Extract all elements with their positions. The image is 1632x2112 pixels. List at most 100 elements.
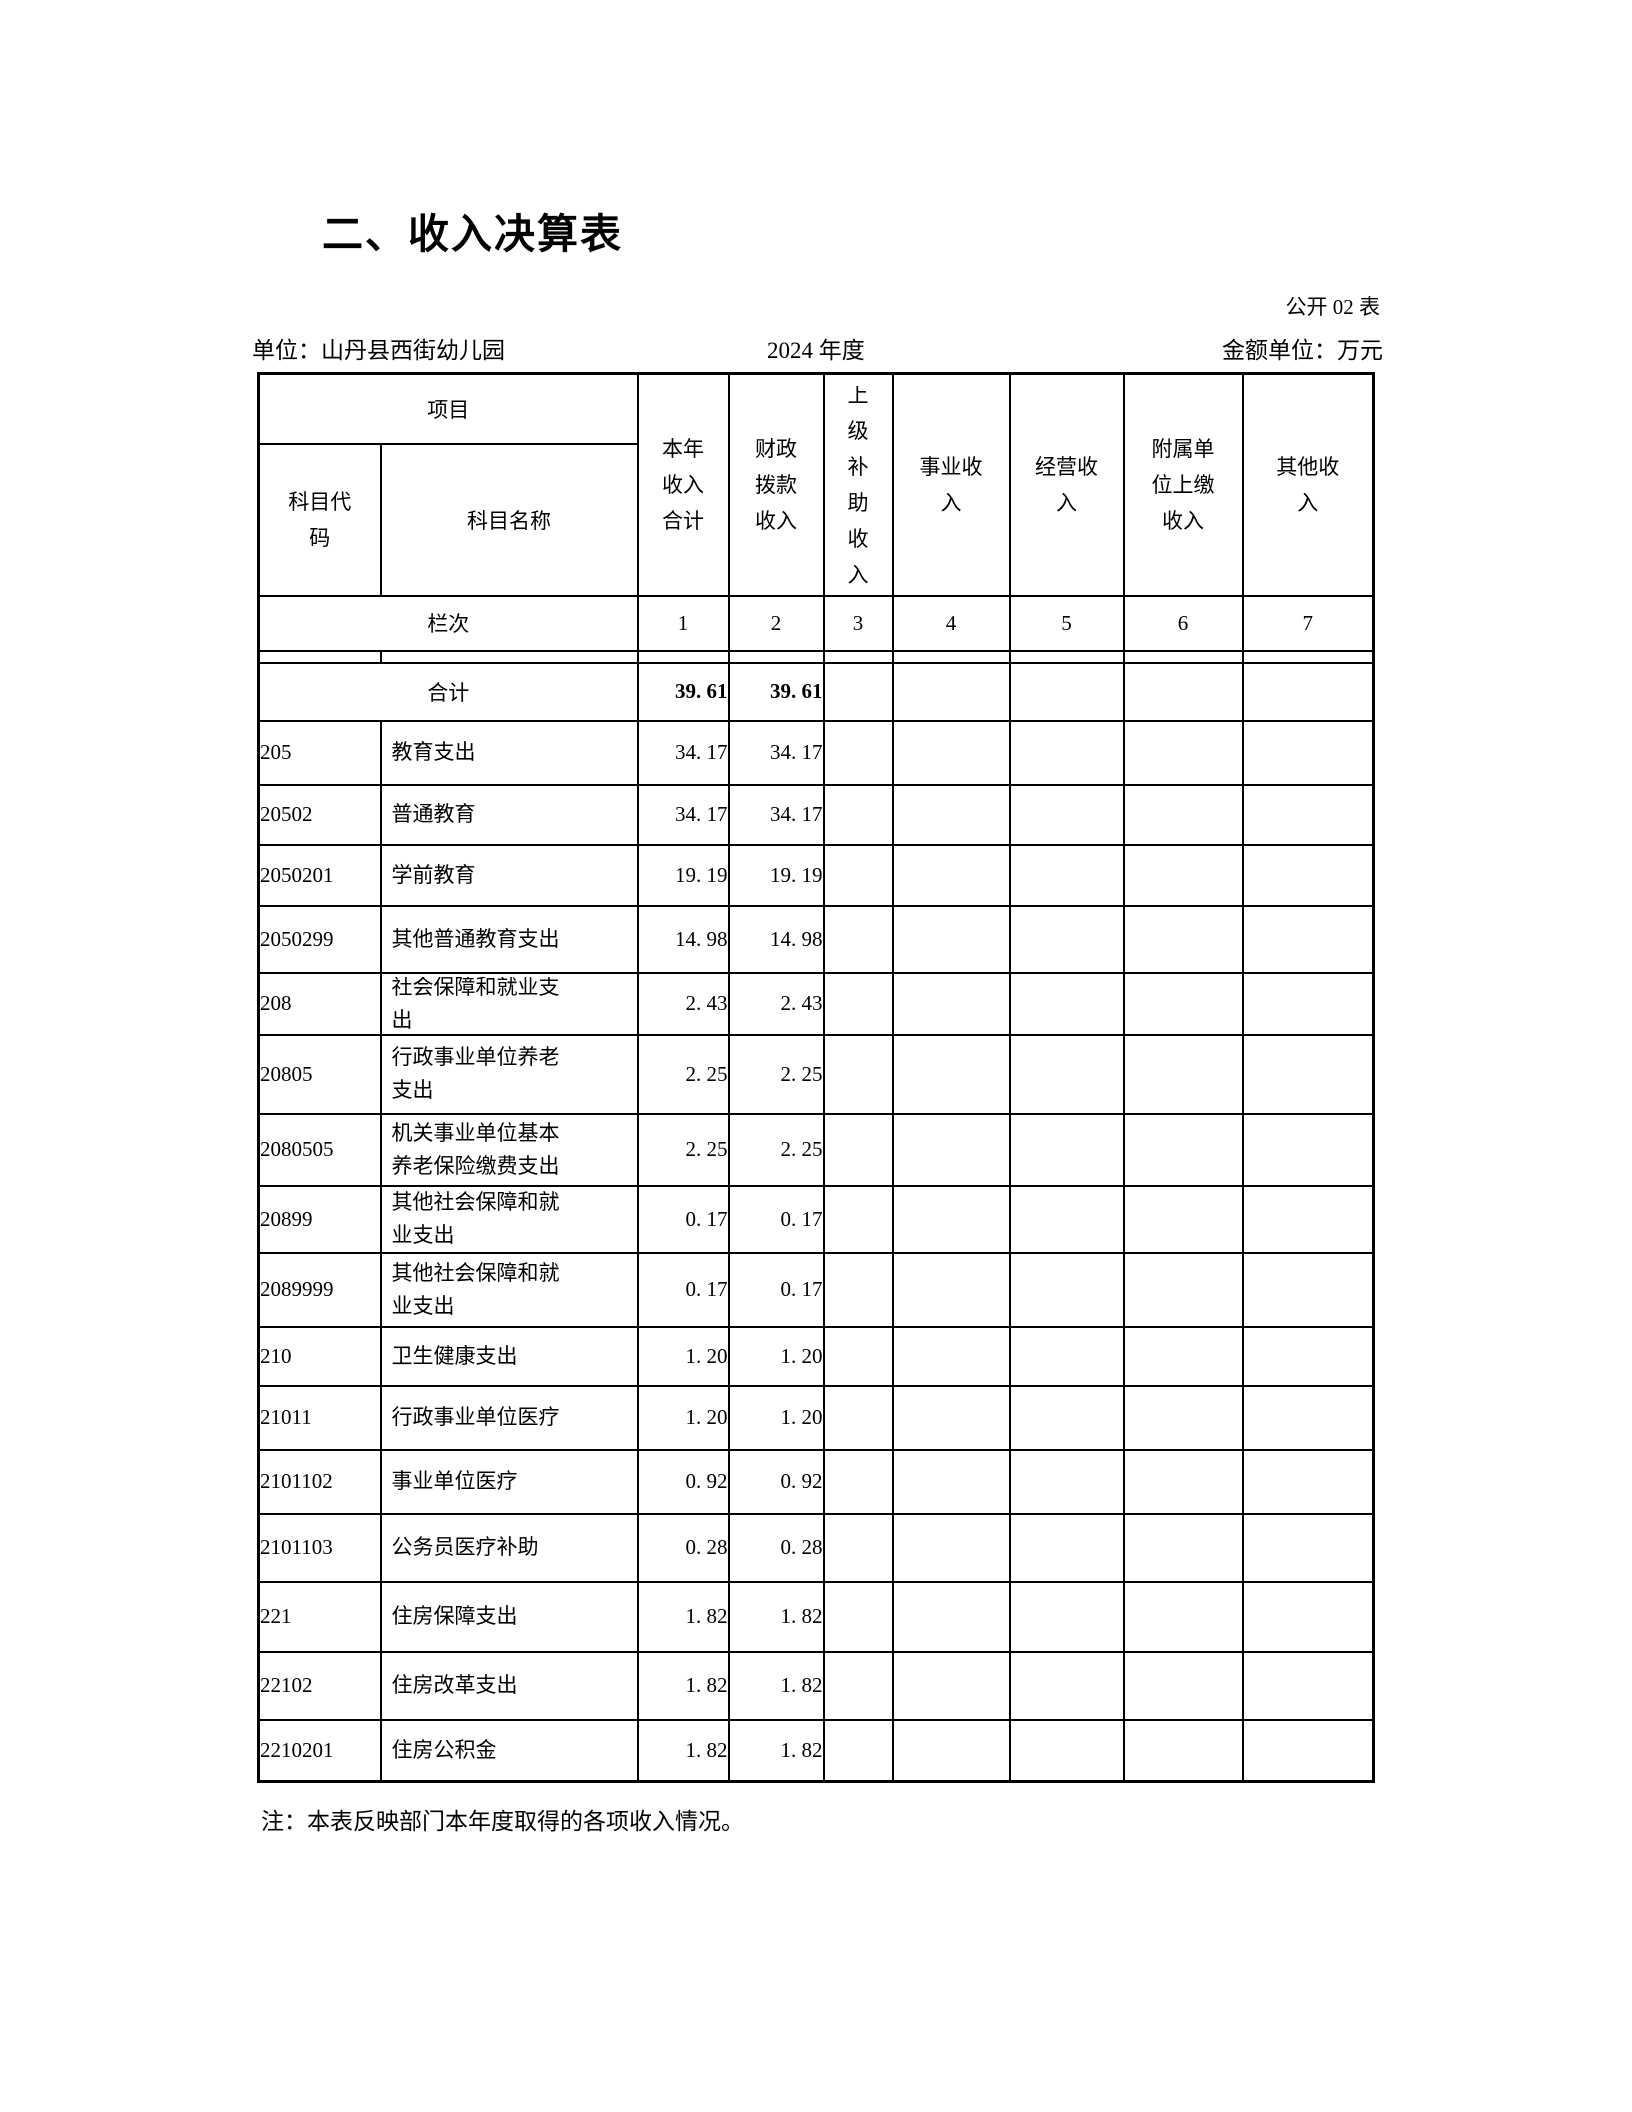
total-label: 合计 (257, 661, 639, 722)
lanci-num-7: 7 (1241, 594, 1375, 652)
row-value-4 (891, 1718, 1011, 1783)
row-value-7 (1241, 904, 1375, 974)
row-value-3 (822, 904, 894, 974)
row-value-5 (1008, 904, 1125, 974)
row-value-7 (1241, 1650, 1375, 1721)
row-value-4 (891, 843, 1011, 907)
row-value-5 (1008, 1384, 1125, 1451)
row-value-6 (1122, 1650, 1244, 1721)
lanci-num-3: 3 (822, 594, 894, 652)
row-value-6 (1122, 971, 1244, 1036)
row-name: 卫生健康支出 (379, 1325, 639, 1387)
row-value-7 (1241, 1033, 1375, 1115)
lanci-num-5: 5 (1008, 594, 1125, 652)
spacer-cell (822, 649, 894, 664)
row-code: 21011 (257, 1384, 382, 1451)
row-value-3 (822, 1033, 894, 1115)
row-value-6 (1122, 1033, 1244, 1115)
row-value-2: 0. 28 (727, 1512, 825, 1583)
header-col-1-text: 本年 收入 合计 (662, 436, 704, 533)
row-value-5 (1008, 1184, 1125, 1254)
row-value-6 (1122, 783, 1244, 846)
row-code: 2080505 (257, 1112, 382, 1187)
row-value-2: 34. 17 (727, 783, 825, 846)
lanci-num-6: 6 (1122, 594, 1244, 652)
header-subject-code-text: 科目代 码 (288, 489, 352, 550)
row-code: 210 (257, 1325, 382, 1387)
header-col-4: 事业收 入 (891, 372, 1011, 597)
row-value-6 (1122, 1112, 1244, 1187)
row-value-1: 1. 82 (636, 1580, 730, 1653)
row-value-1: 1. 82 (636, 1718, 730, 1783)
row-name: 事业单位医疗 (379, 1448, 639, 1515)
row-value-1: 1. 20 (636, 1384, 730, 1451)
row-name: 其他社会保障和就 业支出 (379, 1184, 639, 1254)
header-col-2-text: 财政 拨款 收入 (755, 436, 797, 533)
row-name: 机关事业单位基本 养老保险缴费支出 (379, 1112, 639, 1187)
row-value-7 (1241, 843, 1375, 907)
row-value-1: 0. 28 (636, 1512, 730, 1583)
row-code: 2210201 (257, 1718, 382, 1783)
row-value-4 (891, 1325, 1011, 1387)
row-value-3 (822, 783, 894, 846)
row-name-text: 公务员医疗补助 (391, 1535, 539, 1559)
header-col-4-text: 事业收 入 (919, 454, 983, 515)
row-name-text: 学前教育 (391, 862, 476, 887)
spacer-cell (379, 649, 639, 664)
total-value-7 (1241, 661, 1375, 722)
row-value-2: 14. 98 (727, 904, 825, 974)
spacer-cell (727, 649, 825, 664)
header-col-5: 经营收 入 (1008, 372, 1125, 597)
row-name-text: 住房保障支出 (391, 1604, 518, 1628)
row-value-4 (891, 971, 1011, 1036)
amount-unit-label: 金额单位：万元 (1222, 338, 1383, 363)
row-value-7 (1241, 1384, 1375, 1451)
row-value-1: 14. 98 (636, 904, 730, 974)
row-value-3 (822, 1512, 894, 1583)
row-name-text: 住房公积金 (391, 1737, 497, 1762)
row-value-6 (1122, 1325, 1244, 1387)
total-value-4 (891, 661, 1011, 722)
row-value-4 (891, 1184, 1011, 1254)
row-value-7 (1241, 1184, 1375, 1254)
row-name-text: 社会保障和就业支 出 (391, 976, 560, 1031)
row-value-6 (1122, 719, 1244, 786)
row-value-4 (891, 1112, 1011, 1187)
row-value-5 (1008, 1512, 1125, 1583)
row-value-6 (1122, 843, 1244, 907)
spacer-cell (1122, 649, 1244, 664)
row-value-3 (822, 1580, 894, 1653)
row-value-4 (891, 719, 1011, 786)
total-value-3 (822, 661, 894, 722)
footnote: 注：本表反映部门本年度取得的各项收入情况。 (261, 1809, 744, 1834)
row-value-7 (1241, 719, 1375, 786)
row-value-2: 1. 20 (727, 1384, 825, 1451)
spacer-cell (257, 649, 382, 664)
spacer-cell (891, 649, 1011, 664)
row-value-3 (822, 1112, 894, 1187)
lanci-num-4: 4 (891, 594, 1011, 652)
row-value-3 (822, 1384, 894, 1451)
header-subject-code: 科目代 码 (257, 442, 382, 597)
row-value-5 (1008, 1112, 1125, 1187)
income-final-accounts-table: 项目 本年 收入 合计 财政 拨款 收入 上 级 补 助 收 入 事业收 入经营收 入附… (257, 372, 1375, 1783)
row-value-3 (822, 843, 894, 907)
row-value-6 (1122, 1184, 1244, 1254)
row-code: 2101103 (257, 1512, 382, 1583)
total-value-2: 39. 61 (727, 661, 825, 722)
row-value-2: 1. 82 (727, 1718, 825, 1783)
row-value-1: 2. 43 (636, 971, 730, 1036)
row-name: 住房公积金 (379, 1718, 639, 1783)
row-value-5 (1008, 1718, 1125, 1783)
row-value-3 (822, 719, 894, 786)
row-value-4 (891, 1033, 1011, 1115)
row-value-1: 0. 92 (636, 1448, 730, 1515)
row-code: 208 (257, 971, 382, 1036)
total-value-1: 39. 61 (636, 661, 730, 722)
row-name-text: 其他社会保障和就 业支出 (391, 1260, 560, 1318)
row-value-4 (891, 1580, 1011, 1653)
row-name-text: 普通教育 (391, 802, 476, 826)
row-name-text: 机关事业单位基本 养老保险缴费支出 (391, 1120, 560, 1178)
row-value-6 (1122, 1512, 1244, 1583)
row-name: 其他社会保障和就 业支出 (379, 1251, 639, 1328)
